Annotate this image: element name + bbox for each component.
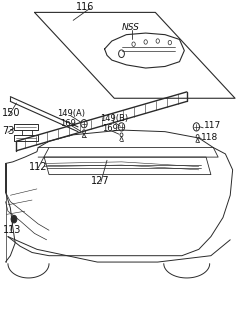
Text: 118: 118 [201, 133, 218, 142]
Text: 150: 150 [2, 108, 20, 118]
Text: 117: 117 [204, 121, 221, 130]
Circle shape [11, 215, 17, 223]
Text: NSS: NSS [122, 23, 139, 32]
Text: 169: 169 [102, 124, 118, 133]
Text: 169: 169 [60, 119, 76, 128]
Text: 112: 112 [28, 162, 47, 172]
Text: 149(B): 149(B) [100, 115, 128, 124]
Text: 113: 113 [3, 225, 21, 235]
Text: 127: 127 [91, 176, 110, 186]
Text: 116: 116 [76, 2, 94, 12]
Text: 73: 73 [2, 126, 14, 136]
Text: 149(A): 149(A) [58, 109, 86, 118]
